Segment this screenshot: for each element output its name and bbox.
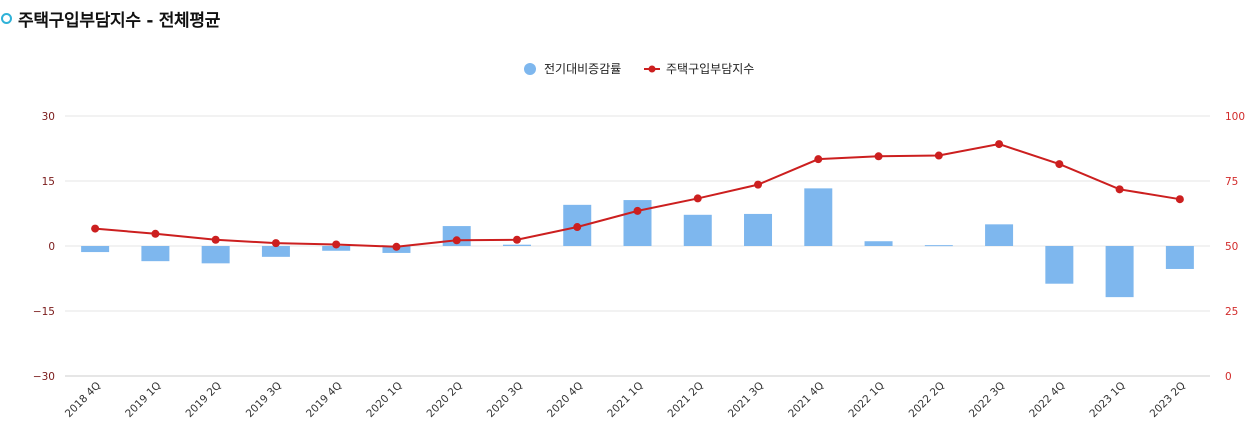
- bar: [1105, 246, 1134, 298]
- line-point: [452, 236, 461, 245]
- x-tick-label: 2023 1Q: [1087, 380, 1127, 420]
- x-tick-label: 2020 4Q: [545, 380, 585, 420]
- bar: [261, 246, 290, 257]
- chart-header: 주택구입부담지수 - 전체평균: [0, 6, 221, 31]
- line-point: [211, 235, 220, 244]
- line-series: [91, 140, 1184, 251]
- left-y-axis: 30 15 0 −15 −30: [33, 111, 55, 383]
- x-tick-label: 2023 2Q: [1148, 380, 1188, 420]
- x-tick-label: 2019 1Q: [123, 380, 163, 420]
- line-point: [91, 224, 100, 233]
- x-tick-label: 2020 2Q: [425, 380, 465, 420]
- legend-line-marker: [648, 65, 656, 73]
- x-tick-label: 2021 3Q: [726, 380, 766, 420]
- bar: [683, 214, 712, 246]
- bar-series: [81, 188, 1194, 298]
- line-point: [693, 194, 702, 203]
- left-tick-label: −15: [33, 306, 55, 318]
- bar: [1165, 246, 1194, 269]
- line-point: [633, 206, 642, 215]
- right-y-axis: 100 75 50 25 0: [1225, 111, 1245, 383]
- line-point: [512, 235, 521, 244]
- x-tick-label: 2022 2Q: [907, 380, 947, 420]
- legend-item-bar[interactable]: 전기대비증감률: [524, 62, 621, 76]
- circle-bullet-icon: [1, 12, 12, 24]
- line-point: [934, 151, 943, 160]
- left-tick-label: −30: [33, 371, 55, 383]
- right-tick-label: 100: [1225, 111, 1245, 123]
- x-tick-label: 2022 1Q: [846, 380, 886, 420]
- line-point: [271, 239, 280, 248]
- line-point: [754, 180, 763, 189]
- bar: [502, 244, 531, 246]
- x-tick-label: 2022 3Q: [967, 380, 1007, 420]
- legend-bar-label: 전기대비증감률: [544, 62, 621, 76]
- x-tick-label: 2018 4Q: [63, 380, 103, 420]
- x-tick-label: 2020 3Q: [485, 380, 525, 420]
- legend-item-line[interactable]: 주택구입부담지수: [644, 62, 754, 76]
- right-tick-label: 0: [1225, 371, 1232, 383]
- line-point: [874, 152, 883, 161]
- x-tick-label: 2019 3Q: [244, 380, 284, 420]
- line-point: [814, 155, 823, 164]
- x-tick-label: 2021 2Q: [666, 380, 706, 420]
- line-point: [1115, 185, 1124, 194]
- right-tick-label: 25: [1225, 306, 1238, 318]
- right-tick-label: 75: [1225, 176, 1238, 188]
- x-axis: 2018 4Q 2019 1Q 2019 2Q 2019 3Q 2019 4Q 2020 …: [63, 380, 1188, 420]
- line-point: [1175, 195, 1184, 204]
- bar: [864, 241, 893, 246]
- left-tick-label: 30: [42, 111, 55, 123]
- x-tick-label: 2019 4Q: [304, 380, 344, 420]
- legend[interactable]: 전기대비증감률 주택구입부담지수: [524, 62, 754, 76]
- chart-title: 주택구입부담지수 - 전체평균: [18, 10, 221, 31]
- line-point: [392, 242, 401, 251]
- line-point: [995, 140, 1004, 149]
- left-tick-label: 0: [48, 241, 55, 253]
- bar: [141, 246, 170, 262]
- line-point: [1055, 160, 1064, 169]
- bar: [201, 246, 230, 264]
- left-tick-label: 15: [42, 176, 55, 188]
- line-point: [151, 229, 160, 238]
- line-point: [573, 223, 582, 232]
- bar: [81, 246, 110, 253]
- line-point: [332, 240, 341, 249]
- x-tick-label: 2020 1Q: [364, 380, 404, 420]
- x-tick-label: 2021 1Q: [605, 380, 645, 420]
- bar: [924, 245, 953, 247]
- x-tick-label: 2022 4Q: [1027, 380, 1067, 420]
- legend-line-label: 주택구입부담지수: [666, 62, 754, 76]
- right-tick-label: 50: [1225, 241, 1238, 253]
- legend-bar-swatch: [524, 63, 536, 75]
- bar: [985, 224, 1014, 246]
- x-tick-label: 2021 4Q: [786, 380, 826, 420]
- bar: [804, 188, 833, 246]
- x-tick-label: 2019 2Q: [183, 380, 223, 420]
- bar: [1045, 246, 1074, 284]
- bar: [744, 213, 773, 246]
